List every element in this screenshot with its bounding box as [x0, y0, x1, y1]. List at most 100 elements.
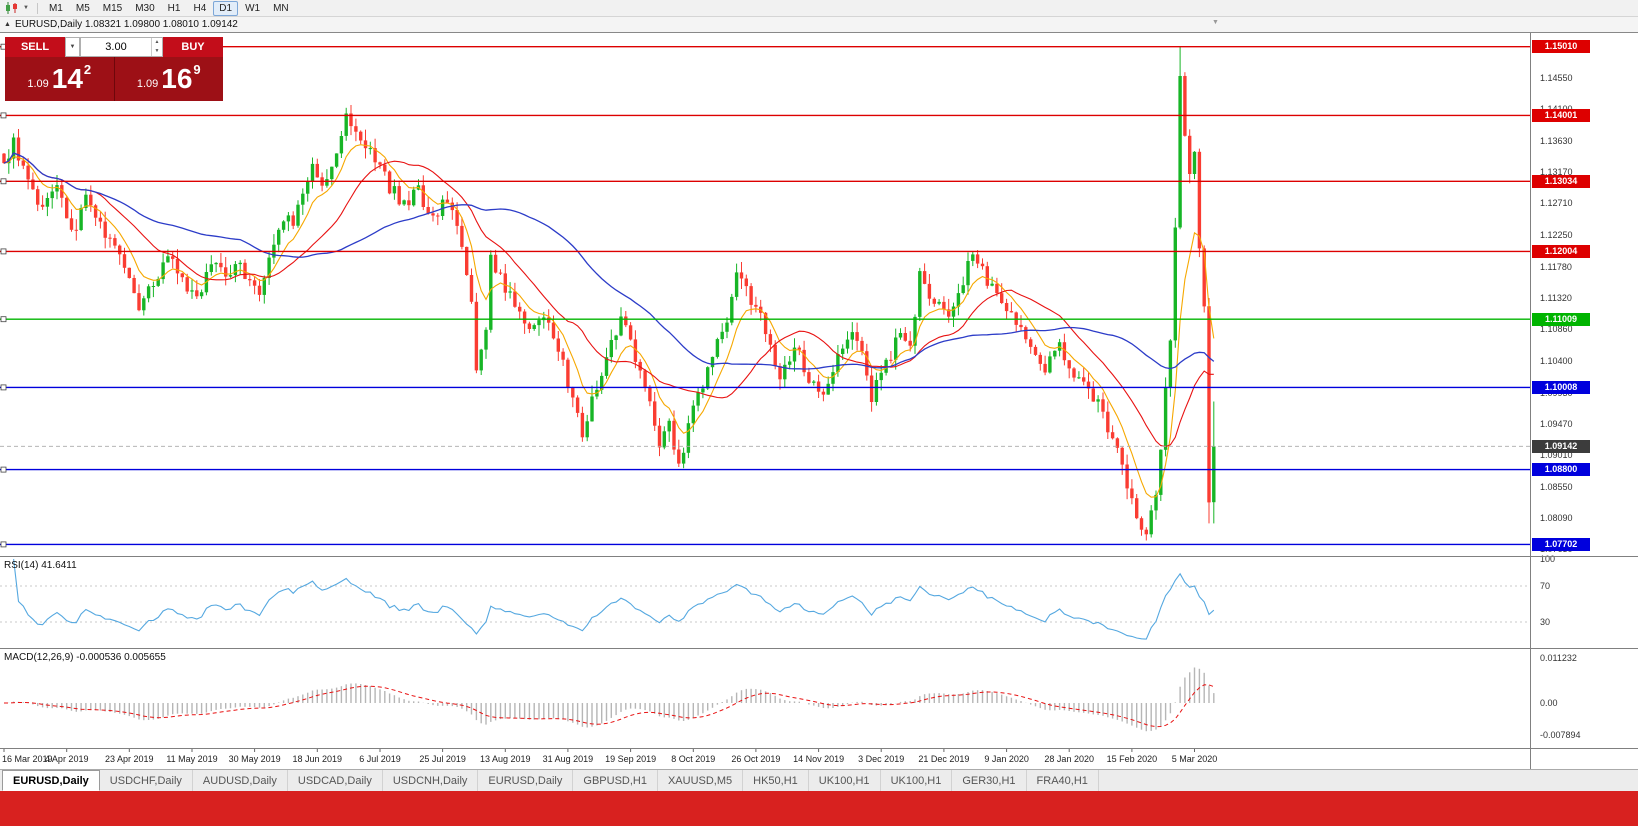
- chart-shift-icon[interactable]: ▼: [1212, 19, 1219, 26]
- chart-title: EURUSD,Daily 1.08321 1.09800 1.08010 1.0…: [14, 19, 238, 30]
- macd-chart-canvas[interactable]: [0, 649, 1530, 748]
- macd-axis-tick: 0.011232: [1540, 653, 1577, 663]
- main-chart-canvas[interactable]: [0, 33, 1530, 556]
- date-label: 6 Jul 2019: [359, 754, 401, 764]
- timeframe-button-mn[interactable]: MN: [273, 2, 289, 14]
- date-label: 16 Mar 2019: [2, 754, 53, 764]
- sell-price-point: 2: [83, 62, 92, 77]
- timeframe-button-m30[interactable]: M30: [135, 2, 155, 14]
- sell-price-display[interactable]: 1.09 14 2: [5, 57, 114, 101]
- pane-separator[interactable]: [0, 648, 1638, 649]
- date-label: 23 Apr 2019: [105, 754, 154, 764]
- price-scale[interactable]: 1.14550 1.14100 1.13630 1.13170 1.12710 1.122…: [1530, 33, 1638, 769]
- current-price-badge: 1.09142: [1532, 439, 1590, 453]
- level-line-handle[interactable]: [0, 541, 7, 548]
- date-label: 31 Aug 2019: [543, 754, 594, 764]
- date-label: 18 Jun 2019: [293, 754, 343, 764]
- date-label: 30 May 2019: [229, 754, 281, 764]
- date-label: 8 Oct 2019: [671, 754, 715, 764]
- rsi-chart-canvas[interactable]: [0, 557, 1530, 648]
- level-price-badge[interactable]: 1.12004: [1532, 244, 1590, 258]
- rsi-line: [13, 558, 1215, 640]
- chart-tab-0-eurusd-daily[interactable]: EURUSD,Daily: [2, 770, 100, 791]
- level-price-badge[interactable]: 1.08800: [1532, 463, 1590, 477]
- timeframe-button-m5[interactable]: M5: [75, 2, 90, 14]
- buy-price-prefix: 1.09: [136, 78, 159, 90]
- date-label: 28 Jan 2020: [1044, 754, 1094, 764]
- level-line-handle[interactable]: [0, 316, 7, 323]
- macd-signal-line: [4, 684, 1214, 728]
- level-price-badge[interactable]: 1.10008: [1532, 380, 1590, 394]
- timeframe-button-w1[interactable]: W1: [245, 2, 261, 14]
- level-line-handle[interactable]: [0, 112, 7, 119]
- chart-tab-12-fra40-h1[interactable]: FRA40,H1: [1027, 770, 1099, 791]
- chart-type-dropdown-icon[interactable]: ▼: [23, 5, 29, 11]
- sell-price-pips: 14: [51, 63, 83, 94]
- timeframe-button-m1[interactable]: M1: [48, 2, 63, 14]
- timeframe-button-m15[interactable]: M15: [102, 2, 123, 14]
- price-axis-tick: 1.08550: [1540, 481, 1573, 492]
- chart-tab-3-usdcad-daily[interactable]: USDCAD,Daily: [288, 770, 383, 791]
- chart-tab-8-hk50-h1[interactable]: HK50,H1: [743, 770, 809, 791]
- level-price-badge[interactable]: 1.07702: [1532, 537, 1590, 551]
- price-axis-tick: 1.14100: [1540, 104, 1573, 114]
- level-price-badge[interactable]: 1.15010: [1532, 40, 1590, 54]
- date-label: 9 Jan 2020: [984, 754, 1029, 764]
- buy-button[interactable]: BUY: [163, 37, 223, 57]
- rsi-axis-tick: 100: [1540, 554, 1556, 564]
- volume-down-icon[interactable]: ▼: [154, 48, 160, 54]
- level-line-handle[interactable]: [0, 384, 7, 391]
- taskbar[interactable]: [0, 791, 1638, 826]
- price-axis-tick: 1.08090: [1540, 513, 1573, 523]
- volume-steppers: ▲ ▼: [151, 38, 162, 56]
- chart-tab-11-ger30-h1[interactable]: GER30,H1: [952, 770, 1027, 791]
- timeframe-button-d1[interactable]: D1: [213, 0, 239, 16]
- chart-area: 16 Mar 2019 4 Apr 2019 23 Apr 2019 11 May 2…: [0, 33, 1638, 769]
- chart-tab-7-xauusd-m5[interactable]: XAUUSD,M5: [658, 770, 744, 791]
- date-label: 11 May 2019: [166, 754, 217, 764]
- timeframe-toolbar: ▼ M1 M5 M15 M30 H1 H4 D1 W1 MN: [0, 0, 1638, 17]
- level-line-handle[interactable]: [0, 248, 7, 255]
- timeframe-button-h1[interactable]: H1: [167, 2, 181, 14]
- chart-tab-4-usdcnh-daily[interactable]: USDCNH,Daily: [383, 770, 479, 791]
- volume-spinner[interactable]: 3.00 ▲ ▼: [80, 37, 163, 57]
- price-axis-tick: 1.10400: [1540, 355, 1573, 366]
- level-line-handle[interactable]: [0, 178, 7, 185]
- price-axis-tick: 1.12250: [1540, 229, 1573, 240]
- buy-price-point: 9: [193, 62, 201, 77]
- date-label: 13 Aug 2019: [480, 754, 531, 764]
- macd-histogram: [8, 667, 1215, 732]
- price-axis-tick: 1.13630: [1540, 135, 1573, 146]
- chart-tab-2-audusd-daily[interactable]: AUDUSD,Daily: [193, 770, 288, 791]
- ma-mid-line: [3, 152, 1214, 448]
- ma-fast-line: [3, 144, 1215, 498]
- timeframe-button-h4[interactable]: H4: [193, 2, 207, 14]
- level-price-badge[interactable]: 1.11009: [1532, 312, 1590, 326]
- chart-tab-10-uk100-h1[interactable]: UK100,H1: [881, 770, 953, 791]
- price-axis-tick: 1.11780: [1540, 261, 1572, 272]
- volume-up-icon[interactable]: ▲: [154, 39, 160, 45]
- chart-type-icon[interactable]: [4, 2, 20, 14]
- order-type-dropdown-icon[interactable]: ▼: [65, 37, 80, 57]
- chart-tab-6-gbpusd-h1[interactable]: GBPUSD,H1: [573, 770, 658, 791]
- price-axis-tick: 1.09470: [1540, 419, 1573, 429]
- level-price-badge[interactable]: 1.13034: [1532, 174, 1590, 188]
- chart-tabs-bar: EURUSD,Daily USDCHF,Daily AUDUSD,Daily USDC…: [0, 769, 1638, 791]
- price-axis-tick: 1.14550: [1540, 73, 1573, 83]
- level-line-handle[interactable]: [0, 466, 7, 473]
- sell-button[interactable]: SELL: [5, 37, 65, 57]
- rsi-axis-tick: 30: [1540, 617, 1551, 627]
- date-label: 5 Mar 2020: [1172, 754, 1218, 764]
- price-axis-tick: 1.13170: [1540, 167, 1573, 177]
- chart-tab-9-uk100-h1[interactable]: UK100,H1: [809, 770, 881, 791]
- buy-price-display[interactable]: 1.09 16 9: [114, 57, 223, 101]
- pane-separator[interactable]: [0, 556, 1638, 557]
- chart-tab-5-eurusd-daily[interactable]: EURUSD,Daily: [478, 770, 574, 791]
- level-price-badge[interactable]: 1.14001: [1532, 108, 1590, 122]
- pane-separator[interactable]: [0, 748, 1638, 749]
- date-label: 19 Sep 2019: [605, 754, 656, 764]
- date-label: 21 Dec 2019: [918, 754, 969, 764]
- chart-tab-1-usdchf-daily[interactable]: USDCHF,Daily: [100, 770, 193, 791]
